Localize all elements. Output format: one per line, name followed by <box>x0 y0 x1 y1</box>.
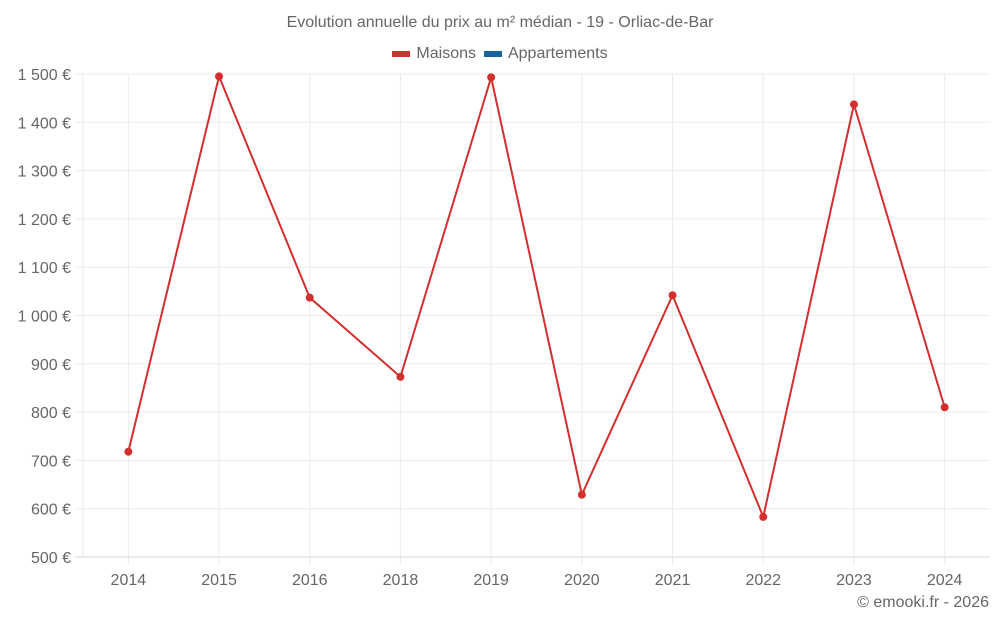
chart-title: Evolution annuelle du prix au m² médian … <box>286 14 714 31</box>
y-tick-label: 1 200 € <box>18 212 71 229</box>
data-point[interactable] <box>849 100 858 109</box>
x-tick-label: 2020 <box>564 572 600 589</box>
series-line-maisons <box>127 73 946 521</box>
data-point[interactable] <box>577 490 586 499</box>
x-axis: 2014 2015 2016 2018 2019 2020 2021 2022 2023 2024 <box>111 572 963 589</box>
data-point[interactable] <box>487 73 496 82</box>
legend-item-appartements[interactable]: Appartements <box>483 45 608 63</box>
x-tick-label: 2019 <box>473 572 509 589</box>
y-tick-label: 1 300 € <box>18 164 71 181</box>
legend: Maisons Appartements <box>0 45 1000 63</box>
x-tick-label: 2021 <box>655 572 691 589</box>
y-tick-label: 500 € <box>31 550 71 567</box>
y-tick-label: 900 € <box>31 357 71 374</box>
legend-label-appartements: Appartements <box>507 45 608 62</box>
legend-swatch-maisons <box>392 51 411 57</box>
data-point[interactable] <box>759 512 768 521</box>
y-tick-label: 1 400 € <box>18 115 71 132</box>
y-tick-label: 1 000 € <box>18 309 71 326</box>
y-tick-label: 1 500 € <box>18 67 71 84</box>
x-tick-label: 2024 <box>927 572 963 589</box>
y-tick-label: 800 € <box>31 405 71 422</box>
x-tick-label: 2014 <box>111 572 147 589</box>
data-point[interactable] <box>668 291 677 300</box>
legend-swatch-appartements <box>483 51 502 57</box>
x-tick-label: 2018 <box>383 572 419 589</box>
x-tick-label: 2023 <box>836 572 872 589</box>
grid-lines <box>75 73 990 565</box>
legend-item-maisons[interactable]: Maisons <box>392 45 476 63</box>
y-tick-label: 1 100 € <box>18 260 71 277</box>
y-axis: 500 € 600 € 700 € 800 € 900 € 1 000 € 1 100 € 1… <box>18 67 71 567</box>
data-point[interactable] <box>940 403 949 412</box>
x-tick-label: 2015 <box>201 572 237 589</box>
y-tick-label: 700 € <box>31 453 71 470</box>
data-point[interactable] <box>124 447 133 456</box>
data-point[interactable] <box>305 293 314 302</box>
x-tick-label: 2022 <box>745 572 781 589</box>
legend-label-maisons: Maisons <box>416 45 476 62</box>
series-maisons <box>124 72 949 521</box>
credit-text: © emooki.fr - 2026 <box>857 594 989 611</box>
data-point[interactable] <box>396 372 405 381</box>
y-tick-label: 600 € <box>31 502 71 519</box>
x-tick-label: 2016 <box>292 572 328 589</box>
data-point[interactable] <box>215 72 224 81</box>
